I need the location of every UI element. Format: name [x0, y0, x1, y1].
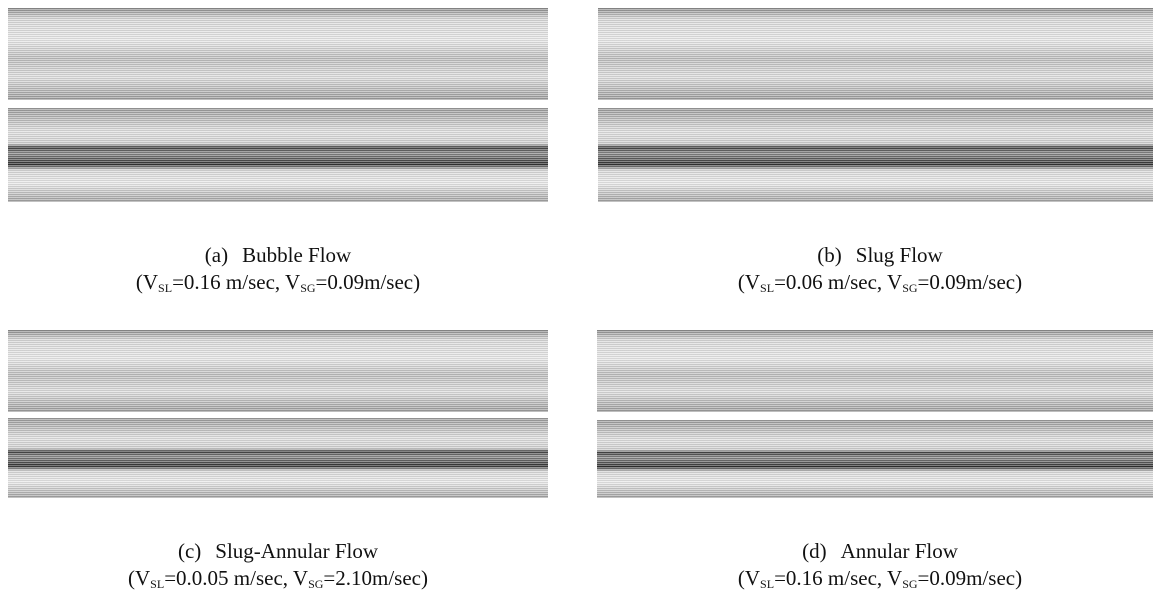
caption: (b) Slug Flow (VSL=0.06 m/sec, VSG=0.09m/s…	[620, 242, 1140, 296]
photo-bottom	[8, 108, 548, 202]
caption-text: =0.16 m/sec, V	[774, 566, 903, 590]
caption: (d) Annular Flow (VSL=0.16 m/sec, VSG=0.09…	[620, 538, 1140, 592]
panel-label: (b)	[817, 243, 842, 267]
caption-text: =0.09m/sec)	[917, 566, 1023, 590]
caption-text: (V	[737, 270, 761, 294]
panel-label: (a)	[204, 243, 229, 267]
photo-top	[8, 330, 548, 412]
caption-text: (V	[737, 566, 761, 590]
caption-title-line: (c) Slug-Annular Flow	[18, 538, 538, 565]
caption-title-line: (a) Bubble Flow	[18, 242, 538, 269]
subscript: SG	[902, 281, 918, 295]
caption: (a) Bubble Flow (VSL=0.16 m/sec, VSG=0.09m…	[18, 242, 538, 296]
subscript: SG	[300, 281, 316, 295]
caption-title-line: (b) Slug Flow	[620, 242, 1140, 269]
panel-title: Annular Flow	[840, 539, 958, 563]
photo-top	[597, 330, 1153, 412]
caption-text: =0.06 m/sec, V	[774, 270, 903, 294]
panel-title: Slug Flow	[855, 243, 943, 267]
panel-label: (c)	[177, 539, 202, 563]
photo-bottom	[597, 420, 1153, 498]
caption-title-line: (d) Annular Flow	[620, 538, 1140, 565]
subscript: SL	[760, 577, 775, 591]
subscript: SL	[150, 577, 165, 591]
caption-text: =0.09m/sec)	[917, 270, 1023, 294]
panel-title: Bubble Flow	[242, 243, 352, 267]
photo-top	[8, 8, 548, 100]
caption-velocity-line: (VSL=0.16 m/sec, VSG=0.09m/sec)	[620, 565, 1140, 592]
panel-title: Slug-Annular Flow	[215, 539, 379, 563]
caption-text: =2.10m/sec)	[323, 566, 428, 590]
subscript: SL	[760, 281, 775, 295]
caption-text: =0.16 m/sec, V	[172, 270, 301, 294]
caption-text: =0.09m/sec)	[315, 270, 421, 294]
panel-label: (d)	[802, 539, 827, 563]
caption-velocity-line: (VSL=0.0.05 m/sec, VSG=2.10m/sec)	[18, 565, 538, 592]
caption-text: =0.0.05 m/sec, V	[164, 566, 309, 590]
caption: (c) Slug-Annular Flow (VSL=0.0.05 m/sec, V…	[18, 538, 538, 592]
caption-velocity-line: (VSL=0.16 m/sec, VSG=0.09m/sec)	[18, 269, 538, 296]
subscript: SG	[308, 577, 324, 591]
caption-text: (V	[135, 270, 159, 294]
subscript: SL	[158, 281, 173, 295]
photo-top	[598, 8, 1153, 100]
photo-bottom	[8, 418, 548, 498]
caption-text: (V	[128, 566, 151, 590]
subscript: SG	[902, 577, 918, 591]
caption-velocity-line: (VSL=0.06 m/sec, VSG=0.09m/sec)	[620, 269, 1140, 296]
photo-bottom	[598, 108, 1153, 202]
